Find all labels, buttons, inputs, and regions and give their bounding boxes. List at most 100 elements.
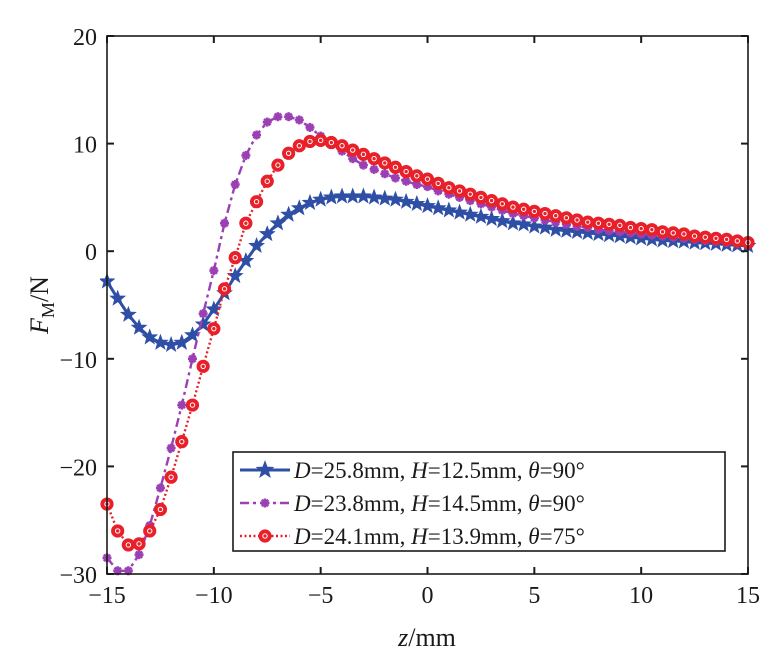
data-point [294, 115, 304, 125]
data-point-center [136, 541, 142, 547]
data-point-center [125, 542, 132, 548]
data-point [419, 197, 436, 214]
data-point-center [264, 178, 270, 184]
data-point-disc [506, 200, 520, 214]
data-point [677, 227, 691, 241]
data-point-disc [196, 359, 210, 373]
data-point-center [392, 164, 399, 170]
data-point-center [670, 230, 676, 236]
data-point-stroke [305, 123, 315, 132]
data-point-center [275, 162, 281, 168]
data-point [226, 267, 244, 284]
data-point-center [478, 194, 484, 201]
data-point [538, 206, 552, 221]
data-point-disc [260, 174, 274, 188]
legend-label-part: =24.1mm, [311, 524, 412, 549]
data-point-disc [677, 227, 691, 241]
data-point-disc [249, 195, 264, 209]
data-point-disc [527, 204, 541, 218]
data-point-stroke [380, 169, 389, 178]
data-point-center [734, 238, 741, 244]
data-point-stroke [295, 115, 304, 125]
legend-label-part: =25.8mm, [311, 458, 412, 483]
data-point-center [638, 225, 644, 232]
data-point [557, 221, 575, 238]
y-axis-label-var: F [25, 317, 54, 335]
legend-label-part: D [293, 524, 311, 549]
data-point-center [531, 208, 538, 215]
data-point-center [435, 180, 441, 187]
data-point-disc [185, 398, 200, 412]
legend-label-part: H [410, 458, 429, 483]
legend-marker-center [262, 533, 268, 539]
data-point [451, 203, 468, 220]
data-point-disc [164, 470, 178, 484]
legend-marker [255, 460, 275, 478]
legend-entry-2: D=23.8mm, H=14.5mm, θ=90° [240, 491, 585, 516]
data-point [369, 164, 379, 174]
data-point [228, 251, 242, 265]
data-point [536, 218, 554, 235]
data-point [314, 133, 328, 147]
data-point-center [157, 506, 164, 513]
legend-label-part: =14.5mm, [428, 491, 529, 516]
y-tick-label: −20 [59, 455, 97, 481]
data-point-center [681, 231, 687, 237]
y-axis-label: FM/N [25, 276, 58, 335]
data-point [205, 300, 223, 317]
data-point [217, 282, 232, 296]
legend-entry-3: D=24.1mm, H=13.9mm, θ=75° [240, 524, 585, 549]
data-point [269, 214, 287, 231]
data-point [121, 538, 135, 552]
data-point-center [168, 474, 174, 480]
data-point [399, 164, 413, 179]
y-tick-label: −30 [59, 563, 97, 589]
data-point-center [585, 219, 591, 225]
data-point [613, 218, 627, 232]
data-point-center [114, 528, 121, 534]
legend-label: D=23.8mm, H=14.5mm, θ=90° [293, 491, 585, 516]
data-point [429, 199, 447, 216]
data-point-stroke [177, 400, 186, 410]
data-point [196, 359, 210, 373]
data-point-disc [517, 202, 531, 216]
data-point [194, 315, 212, 332]
legend-label-part: H [410, 524, 429, 549]
legend-marker [258, 529, 272, 543]
data-point-disc [153, 502, 168, 517]
data-point-center [382, 160, 388, 166]
data-point-center [595, 220, 602, 226]
data-point-center [627, 224, 634, 231]
y-tick-label: 20 [73, 25, 97, 51]
data-point-center [360, 151, 367, 158]
data-point [282, 146, 296, 160]
data-point [220, 218, 230, 228]
x-tick-label: −15 [88, 583, 126, 609]
data-point-stroke [113, 566, 122, 575]
data-point-disc [549, 209, 563, 223]
legend-label-part: H [410, 491, 429, 516]
data-point-center [520, 206, 527, 212]
legend-label-part: D [293, 458, 311, 483]
data-point-disc [207, 322, 221, 336]
data-point [645, 223, 659, 237]
data-point-disc [538, 206, 552, 221]
x-tick-label: −5 [308, 583, 334, 609]
y-axis-label-unit: /N [25, 276, 54, 302]
data-point [252, 130, 262, 140]
data-point [258, 225, 276, 242]
data-point-center [542, 210, 548, 217]
data-point-center [232, 254, 238, 261]
data-point-stroke [134, 550, 144, 559]
data-point-center [211, 325, 217, 332]
data-point-stroke [220, 219, 229, 228]
data-point [132, 537, 146, 551]
data-point-center [424, 176, 431, 182]
data-point [380, 169, 390, 179]
data-point-stroke [391, 173, 400, 183]
data-point [284, 112, 294, 122]
data-point [111, 524, 125, 538]
data-point [376, 189, 394, 206]
data-point [134, 550, 144, 560]
